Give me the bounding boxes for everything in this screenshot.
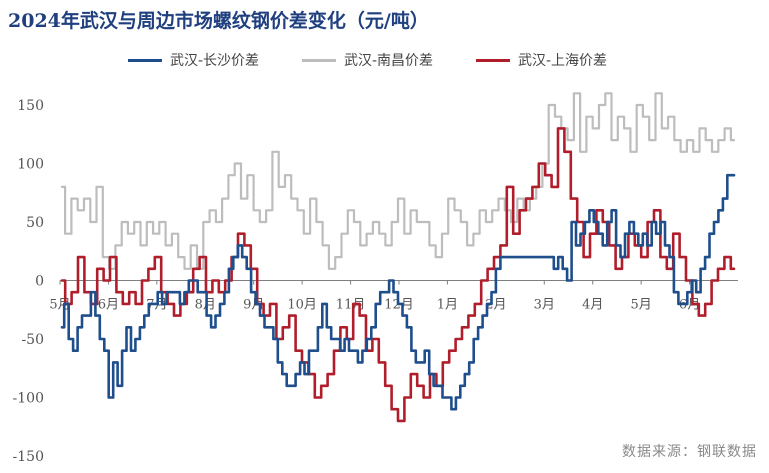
y-tick-label: -100 [13, 391, 44, 407]
x-tick-label: 6月 [98, 298, 119, 313]
legend-swatch-nanchang [302, 58, 336, 62]
legend-item-shanghai: 武汉-上海价差 [476, 50, 607, 70]
legend-item-nanchang: 武汉-南昌价差 [302, 50, 433, 70]
x-tick-label: 10月 [287, 298, 317, 313]
y-tick-label: -150 [13, 449, 44, 465]
legend-label-changsha: 武汉-长沙价差 [170, 53, 260, 69]
x-tick-label: 1月 [437, 298, 458, 313]
legend-item-changsha: 武汉-长沙价差 [128, 50, 259, 70]
x-tick-label: 5月 [631, 298, 652, 313]
legend-swatch-changsha [128, 58, 162, 62]
y-tick-label: 150 [17, 98, 44, 114]
y-tick-label: -50 [21, 332, 44, 348]
x-tick-label: 11月 [336, 298, 366, 313]
series-line-nanchang [60, 92, 736, 270]
x-tick-label: 6月 [679, 298, 700, 313]
series-line-changsha [60, 173, 736, 411]
y-tick-label: 100 [17, 157, 44, 173]
x-tick-label: 8月 [195, 298, 216, 313]
source-note: 数据来源：钢联数据 [622, 444, 757, 460]
legend-swatch-shanghai [476, 58, 510, 62]
legend: 武汉-长沙价差 武汉-南昌价差 武汉-上海价差 [0, 50, 769, 74]
y-tick-label: 50 [26, 215, 44, 231]
legend-label-shanghai: 武汉-上海价差 [518, 53, 608, 69]
y-tick-label: 0 [35, 274, 44, 290]
legend-label-nanchang: 武汉-南昌价差 [344, 53, 434, 69]
series-line-shanghai [60, 127, 736, 423]
chart-title: 2024年武汉与周边市场螺纹钢价差变化（元/吨） [8, 10, 429, 32]
x-tick-label: 3月 [534, 298, 555, 313]
x-tick-label: 4月 [582, 298, 603, 313]
